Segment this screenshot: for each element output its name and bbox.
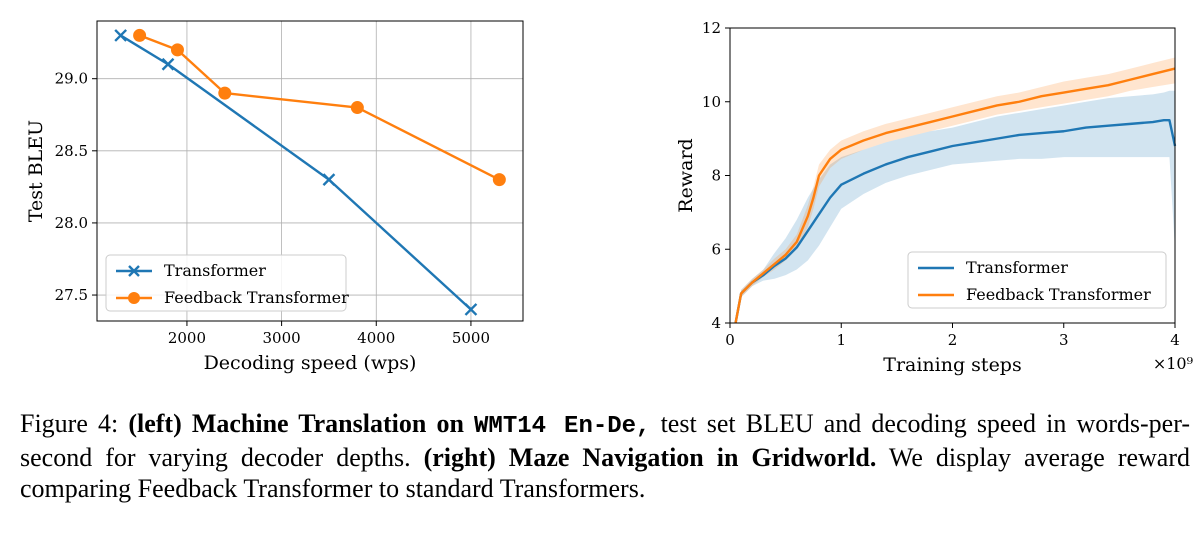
x-tick-label: 3000 <box>263 329 301 347</box>
caption-figure-label: Figure 4: <box>20 409 119 438</box>
x-tick-label: 2000 <box>168 329 206 347</box>
legend-label: Transformer <box>164 261 266 280</box>
series-line-feedback-transformer <box>734 67 1176 324</box>
data-point-feedback-transformer <box>350 101 364 115</box>
legend-item: Transformer <box>116 261 266 280</box>
x-marker-stroke <box>464 303 478 316</box>
data-point-feedback-transformer <box>492 173 506 187</box>
legend-item: Feedback Transformer <box>918 285 1151 304</box>
legend-item: Feedback Transformer <box>116 288 349 307</box>
legend-box <box>907 251 1167 309</box>
series-band-transformer <box>735 90 1175 323</box>
legend-marker <box>128 265 140 277</box>
x-tick-label: 4000 <box>357 329 395 347</box>
legend-label: Feedback Transformer <box>164 288 349 307</box>
data-point-transformer <box>161 57 175 71</box>
caption-left-heading: (left) Machine Translation on <box>128 409 464 438</box>
y-tick-label: 29.0 <box>55 70 88 88</box>
y-axis-label: Reward <box>675 138 697 212</box>
y-axis-label: Test BLEU <box>25 120 47 222</box>
caption-left-text: test set BLEU and decoding speed in word… <box>20 409 1191 472</box>
caption-right-text: We display average reward comparing Feed… <box>20 443 1190 503</box>
data-point-feedback-transformer <box>133 28 147 42</box>
data-point-transformer <box>114 29 128 42</box>
legend: Transformer Feedback Transformer <box>907 251 1167 309</box>
data-point-transformer <box>464 303 478 316</box>
x-marker-stroke <box>114 29 128 42</box>
x-tick-label: 5000 <box>452 329 490 347</box>
y-tick-label: 4 <box>711 314 721 332</box>
legend-label: Feedback Transformer <box>966 285 1151 304</box>
y-tick-label: 10 <box>702 93 721 111</box>
series-line-transformer <box>120 34 472 311</box>
figure: 2000 3000 4000 5000 27.5 28.0 28.5 29.0 Decoding… <box>25 19 1194 376</box>
bleu-vs-speed-chart: 2000 3000 4000 5000 27.5 28.0 28.5 29.0 Decoding… <box>25 20 524 374</box>
y-tick-label: 12 <box>702 19 721 37</box>
x-marker-stroke <box>161 57 175 71</box>
series-line-transformer <box>734 118 1177 324</box>
data-point-feedback-transformer <box>218 86 232 100</box>
x-axis-label: Decoding speed (wps) <box>204 352 417 374</box>
y-tick-label: 28.5 <box>55 142 88 160</box>
x-tick-label: 4 <box>1170 331 1180 349</box>
caption-dataset: WMT14 En-De, <box>474 413 651 440</box>
y-tick-label: 27.5 <box>55 286 88 304</box>
data-point-feedback-transformer <box>170 43 184 57</box>
y-tick-label: 28.0 <box>55 214 88 232</box>
legend-box <box>105 254 347 312</box>
data-point-transformer <box>322 173 336 187</box>
x-marker-stroke <box>322 173 336 187</box>
series-line-feedback-transformer <box>139 34 500 181</box>
x-tick-label: 2 <box>948 331 958 349</box>
x-tick-label: 3 <box>1059 331 1069 349</box>
x-axis-multiplier: ×10⁹ <box>1153 354 1194 373</box>
y-tick-label: 8 <box>711 167 721 185</box>
figure-caption: Figure 4: (left) Machine Translation on … <box>20 408 1190 504</box>
plot-frame <box>96 20 524 322</box>
legend-marker <box>128 292 140 304</box>
legend-label: Transformer <box>966 258 1068 277</box>
legend-item: Transformer <box>918 258 1068 277</box>
y-tick-label: 6 <box>711 240 721 258</box>
x-tick-label: 0 <box>725 331 735 349</box>
legend: Transformer Feedback Transformer <box>105 254 349 312</box>
x-tick-label: 1 <box>836 331 846 349</box>
series-band-feedback-transformer <box>735 57 1175 323</box>
caption-right-heading: (right) Maze Navigation in Gridworld. <box>423 443 877 472</box>
x-axis-label: Training steps <box>883 354 1021 376</box>
